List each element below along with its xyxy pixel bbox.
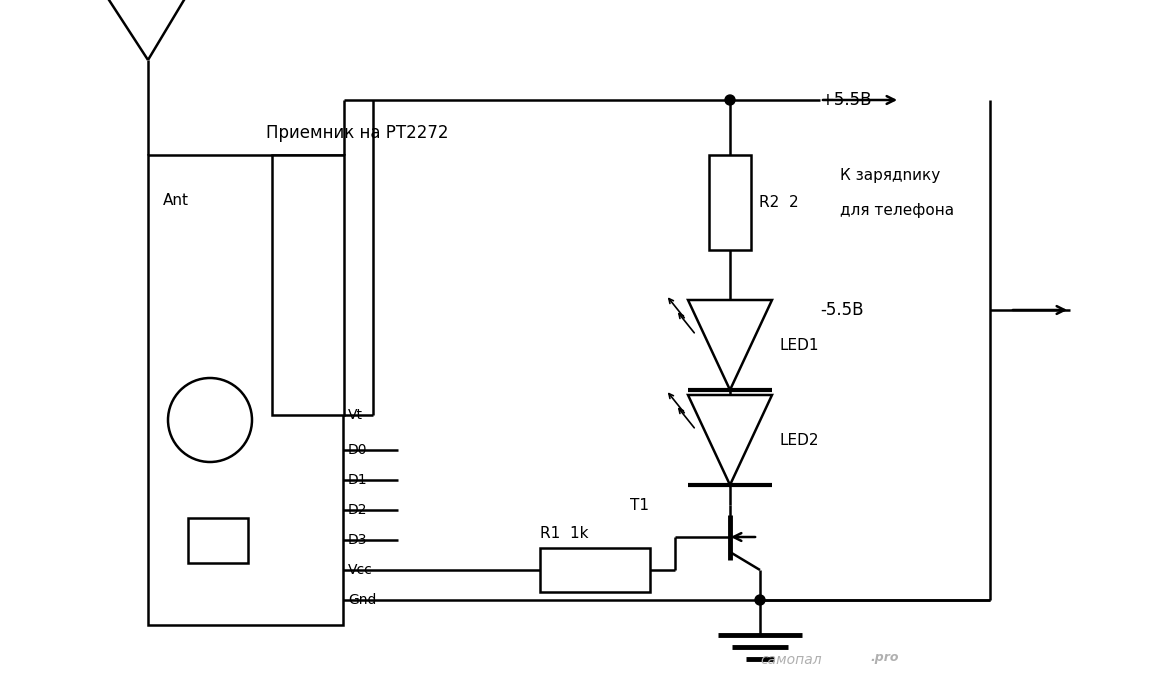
Text: Vcc: Vcc: [348, 563, 372, 577]
Text: Gnd: Gnd: [348, 593, 376, 607]
Text: +5.5В: +5.5В: [820, 91, 871, 109]
Polygon shape: [689, 395, 772, 485]
Text: для телефона: для телефона: [840, 203, 954, 217]
Circle shape: [725, 95, 735, 105]
Bar: [272, 155, 344, 415]
Text: .pro: .pro: [870, 650, 898, 664]
Polygon shape: [689, 300, 772, 390]
Text: T1: T1: [630, 498, 649, 512]
Circle shape: [167, 378, 252, 462]
Text: D0: D0: [348, 443, 368, 457]
Circle shape: [755, 595, 765, 605]
Text: R2  2: R2 2: [759, 194, 799, 210]
Text: D1: D1: [348, 473, 368, 487]
Bar: [189, 518, 248, 563]
Text: D3: D3: [348, 533, 368, 547]
Text: D2: D2: [348, 503, 368, 517]
Text: LED1: LED1: [780, 337, 820, 353]
Text: самопал: самопал: [760, 653, 822, 667]
Text: Ant: Ant: [163, 192, 189, 208]
Bar: [148, 155, 343, 625]
Text: Приемник на PT2272: Приемник на PT2272: [266, 124, 448, 142]
Text: К зарядnику: К зарядnику: [840, 167, 940, 183]
Text: R1  1k: R1 1k: [540, 526, 589, 540]
Bar: [540, 548, 650, 592]
Text: LED2: LED2: [780, 433, 820, 447]
Bar: [708, 155, 751, 250]
Text: -5.5В: -5.5В: [820, 301, 863, 319]
Text: Vt: Vt: [348, 408, 363, 422]
